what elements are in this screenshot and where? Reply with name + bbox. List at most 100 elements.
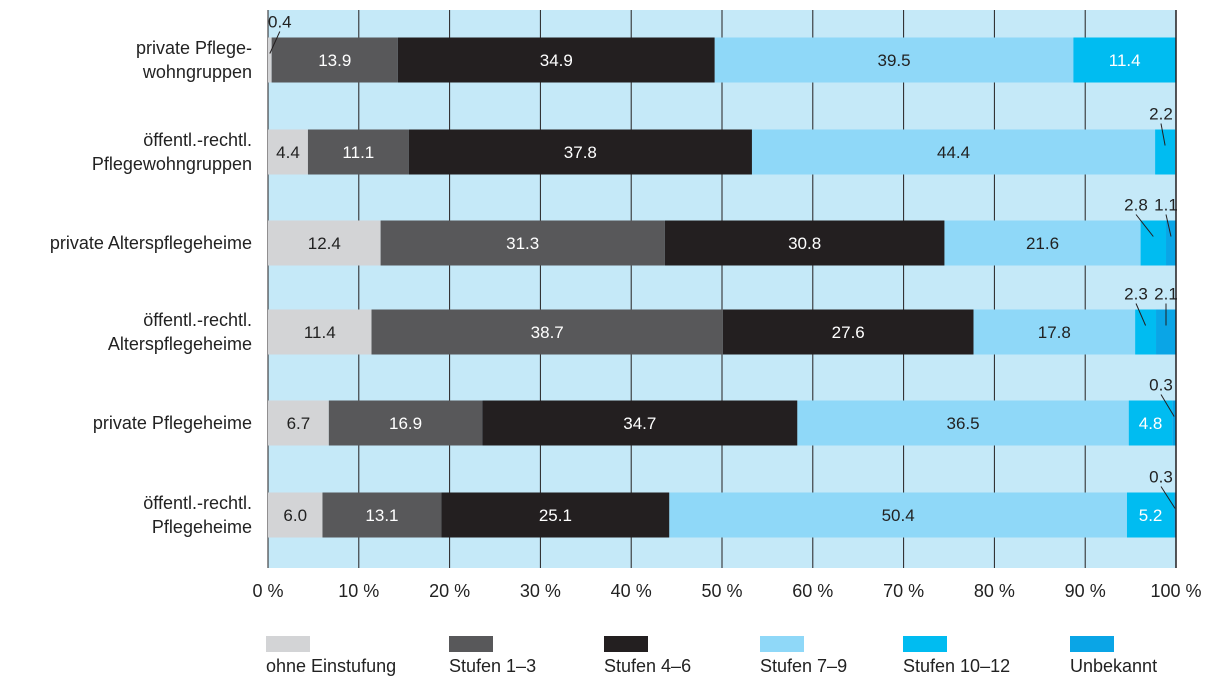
category-label: Alterspflegeheime (108, 334, 252, 354)
bar-segment (322, 492, 442, 538)
bar-segment (1073, 37, 1176, 83)
x-tick-label: 60 % (792, 581, 833, 601)
data-label: 34.7 (623, 414, 656, 433)
category-label: öffentl.-rechtl. (143, 310, 252, 330)
x-tick-label: 70 % (883, 581, 924, 601)
data-label: 11.4 (304, 323, 336, 342)
bar-segment (482, 400, 798, 446)
data-label: 13.9 (318, 51, 351, 70)
data-label: 5.2 (1139, 506, 1163, 525)
bar-segment (751, 129, 1156, 175)
bar-segment (268, 400, 329, 446)
legend-swatch (266, 636, 310, 652)
legend-label: ohne Einstufung (266, 656, 396, 676)
data-label: 44.4 (937, 143, 970, 162)
bar-segment (973, 309, 1136, 355)
x-tick-label: 10 % (338, 581, 379, 601)
data-label: 0.3 (1149, 376, 1173, 395)
bar-segment (268, 492, 323, 538)
legend-label: Stufen 7–9 (760, 656, 847, 676)
data-label: 38.7 (531, 323, 564, 342)
data-label: 25.1 (539, 506, 572, 525)
x-tick-label: 100 % (1150, 581, 1201, 601)
legend-swatch (760, 636, 804, 652)
bar-segment (1166, 220, 1176, 266)
bar-segment (669, 492, 1127, 538)
leader-line (1135, 214, 1154, 237)
category-label: öffentl.-rechtl. (143, 493, 252, 513)
data-label: 31.3 (506, 234, 539, 253)
data-label: 2.1 (1154, 285, 1178, 304)
leader-line (1165, 214, 1172, 237)
category-label: Pflegeheime (152, 517, 252, 537)
legend-swatch (449, 636, 493, 652)
bar-segment (268, 37, 272, 83)
data-label: 50.4 (882, 506, 915, 525)
bar-segment (1174, 492, 1176, 538)
bar-segment (268, 309, 372, 355)
bar-segment (397, 37, 715, 83)
bar-segment (441, 492, 670, 538)
data-label: 4.8 (1139, 414, 1163, 433)
data-label: 16.9 (389, 414, 422, 433)
category-label: private Pflegeheime (93, 413, 252, 433)
x-tick-label: 30 % (520, 581, 561, 601)
bar-segment (328, 400, 483, 446)
data-label: 6.0 (283, 506, 307, 525)
bar-segment (1126, 492, 1175, 538)
x-tick-label: 40 % (611, 581, 652, 601)
data-label: 17.8 (1038, 323, 1071, 342)
x-tick-label: 0 % (252, 581, 283, 601)
data-label: 1.1 (1154, 196, 1178, 215)
data-label: 11.4 (1109, 51, 1141, 70)
data-label: 37.8 (564, 143, 597, 162)
bar-segment (271, 37, 398, 83)
category-label: wohngruppen (142, 62, 252, 82)
data-label: 39.5 (878, 51, 911, 70)
bar-segment (1128, 400, 1173, 446)
bar-segment (307, 129, 409, 175)
category-label: private Alterspflegeheime (50, 233, 252, 253)
bar-segment (664, 220, 945, 266)
x-tick-label: 90 % (1065, 581, 1106, 601)
data-label: 27.6 (832, 323, 865, 342)
legend-swatch (903, 636, 947, 652)
x-tick-label: 80 % (974, 581, 1015, 601)
legend-label: Stufen 10–12 (903, 656, 1010, 676)
legend-swatch (1070, 636, 1114, 652)
data-label: 0.3 (1149, 468, 1173, 487)
leader-line (269, 31, 281, 54)
legend-label: Stufen 1–3 (449, 656, 536, 676)
legend-swatch (604, 636, 648, 652)
data-label: 36.5 (947, 414, 980, 433)
leader-line (1160, 394, 1175, 417)
data-label: 2.2 (1149, 105, 1173, 124)
bar-segment (1155, 129, 1176, 175)
data-label: 4.4 (276, 143, 300, 162)
bar-segment (722, 309, 974, 355)
data-label: 11.1 (342, 143, 374, 162)
bar-segment (1156, 309, 1176, 355)
data-label: 12.4 (308, 234, 341, 253)
bar-segment (1140, 220, 1167, 266)
category-label: Pflegewohngruppen (92, 154, 252, 174)
data-label: 13.1 (365, 506, 398, 525)
bar-segment (371, 309, 723, 355)
category-label: private Pflege- (136, 38, 252, 58)
data-label: 30.8 (788, 234, 821, 253)
data-label: 21.6 (1026, 234, 1059, 253)
leader-line (1135, 303, 1147, 326)
category-label: öffentl.-rechtl. (143, 130, 252, 150)
bar-segment (714, 37, 1074, 83)
x-tick-label: 50 % (701, 581, 742, 601)
leader-line (1160, 123, 1166, 146)
bar-segment (1135, 309, 1157, 355)
legend-label: Stufen 4–6 (604, 656, 691, 676)
data-label: 34.9 (540, 51, 573, 70)
bar-segment (380, 220, 665, 266)
bar-segment (797, 400, 1129, 446)
bar-segment (268, 220, 381, 266)
data-label: 0.4 (268, 13, 292, 32)
legend-label: Unbekannt (1070, 656, 1157, 676)
